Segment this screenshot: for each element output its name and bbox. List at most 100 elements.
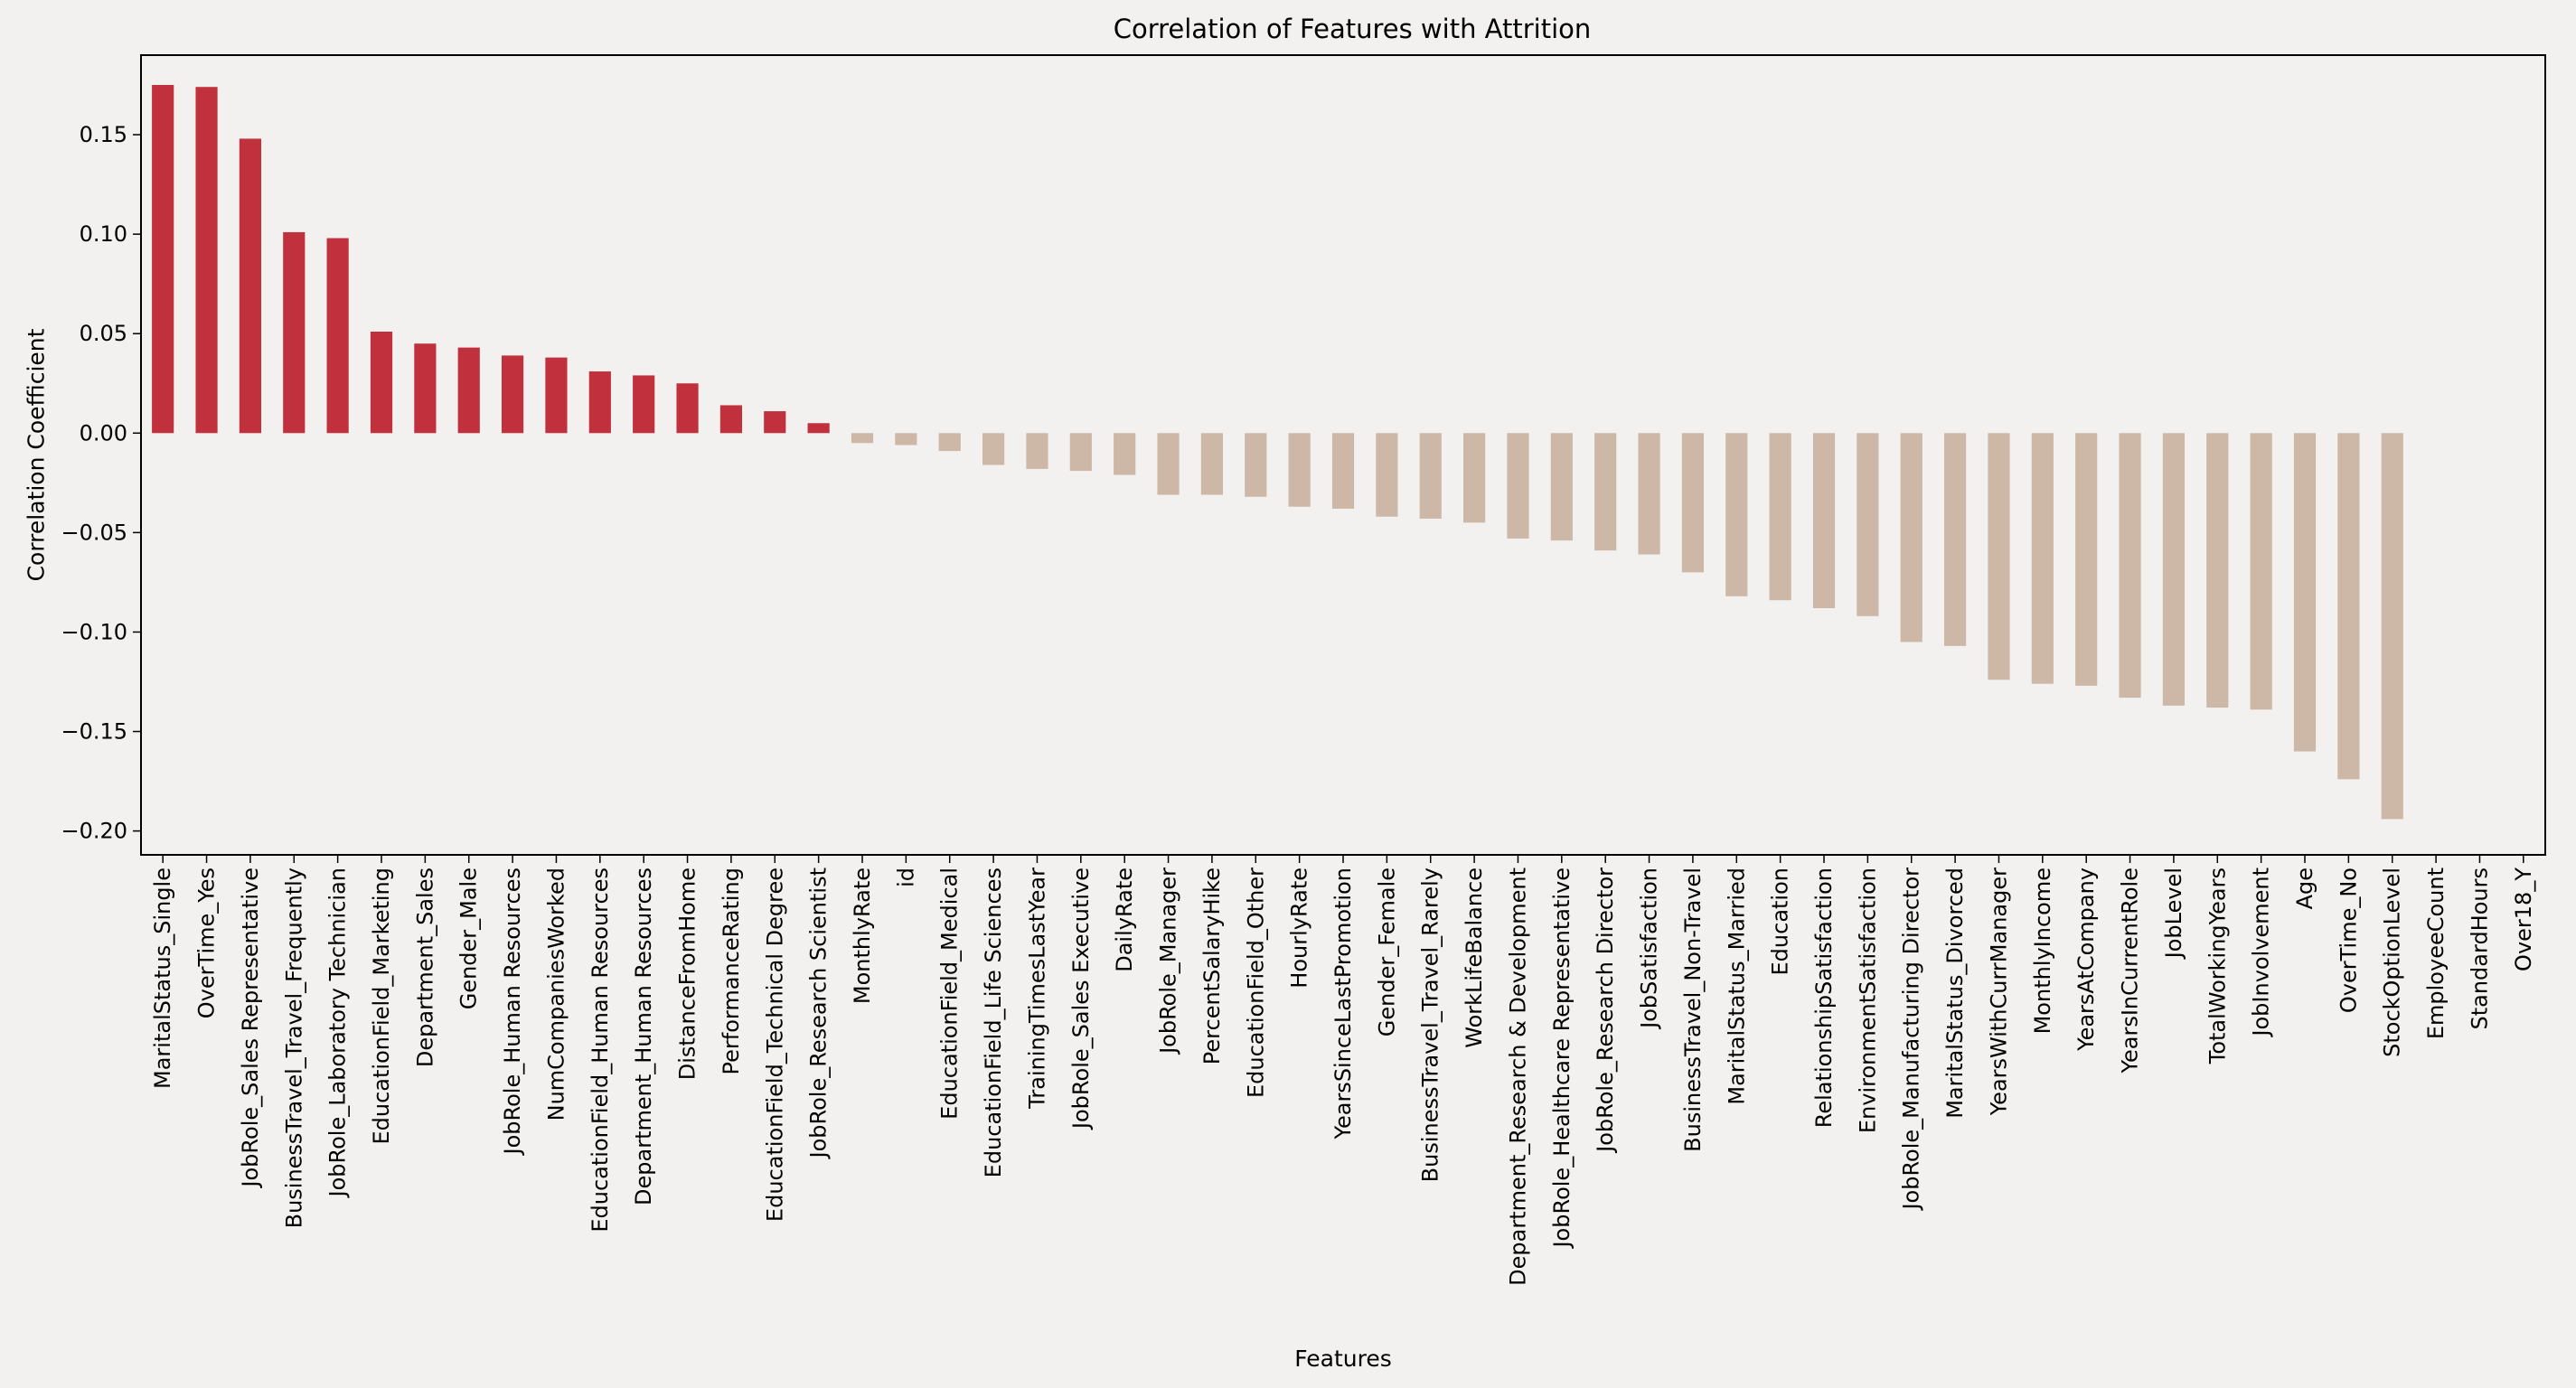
bar-education (1769, 433, 1791, 601)
y-axis-label: Correlation Coefficient (24, 328, 50, 581)
bar-age (2293, 433, 2317, 752)
x-tick-label: YearsAtCompany (2073, 868, 2099, 1052)
bar-yearsincurrentrole (2119, 433, 2141, 699)
y-tick-label: −0.20 (61, 819, 127, 844)
x-tick-label: Over18_Y (2511, 868, 2536, 971)
x-tick-label: EducationField_Other (1243, 868, 1268, 1098)
bar-numcompaniesworked (545, 357, 568, 434)
x-tick-label: TotalWorkingYears (2205, 868, 2230, 1064)
x-tick-label: EmployeeCount (2423, 868, 2449, 1039)
bar-overtime-no (2337, 433, 2360, 780)
x-tick-label: JobLevel (2161, 868, 2186, 960)
x-tick-label: Gender_Female (1374, 868, 1399, 1036)
x-tick-label: EducationField_Human Resources (588, 868, 613, 1233)
bar-department-sales (414, 343, 437, 434)
x-tick-label: YearsWithCurrManager (1986, 868, 2011, 1116)
x-tick-label: JobSatisfaction (1637, 868, 1662, 1030)
x-tick-label: MonthlyIncome (2030, 868, 2055, 1034)
x-tick-label: RelationshipSatisfaction (1811, 868, 1837, 1128)
bar-monthlyrate (851, 433, 874, 444)
x-tick-label: YearsInCurrentRole (2118, 868, 2143, 1074)
bar-businesstravel-travel-rarely (1419, 433, 1442, 519)
x-tick-label: PerformanceRating (719, 868, 744, 1074)
bar-jobrole-manager (1157, 433, 1180, 495)
x-tick-label: DistanceFromHome (675, 868, 700, 1080)
chart-title: Correlation of Features with Attrition (1114, 14, 1592, 44)
bar-joblevel (2162, 433, 2185, 706)
x-axis-ticks: MaritalStatus_Single OverTime_Yes JobRole_… (150, 855, 2536, 1286)
x-axis-label: Features (1294, 1346, 1392, 1372)
bar-educationfield-medical (938, 433, 961, 452)
x-tick-label: YearsSinceLastPromotion (1330, 868, 1356, 1140)
bar-gender-male (457, 347, 480, 434)
x-tick-label: Age (2292, 868, 2317, 909)
bar-yearsatcompany (2075, 433, 2098, 686)
bar-maritalstatus-divorced (1944, 433, 1967, 646)
y-tick-label: −0.10 (61, 619, 127, 644)
y-tick-label: −0.15 (61, 719, 127, 745)
x-tick-label: JobRole_Sales Executive (1068, 868, 1094, 1130)
bar-totalworkingyears (2206, 433, 2229, 708)
x-tick-label: JobInvolvement (2249, 868, 2274, 1038)
x-tick-label: Education (1768, 868, 1793, 975)
bar-stockoptionlevel (2381, 433, 2403, 820)
bar-monthlyincome (2031, 433, 2054, 684)
x-tick-label: EnvironmentSatisfaction (1855, 868, 1880, 1133)
plot-area-frame (140, 54, 2546, 856)
bar-jobrole-research-director (1594, 433, 1617, 551)
bar-hourlyrate (1288, 433, 1311, 507)
x-tick-label: EducationField_Marketing (369, 868, 394, 1145)
x-tick-label: OverTime_Yes (194, 868, 220, 1018)
bar-performancerating (719, 405, 742, 434)
bar-jobrole-research-scientist (807, 423, 830, 434)
x-tick-label: JobRole_Healthcare Representative (1549, 868, 1575, 1250)
bar-maritalstatus-single (152, 85, 174, 434)
y-axis-ticks: 0.15 0.10 0.05 0.00 −0.05 −0.10 −0.15 −0.20 (61, 122, 141, 844)
x-tick-label: Department_Research & Development (1505, 868, 1530, 1286)
bar-overtime-yes (195, 87, 218, 434)
bars-group (152, 85, 2403, 820)
x-tick-label: WorkLifeBalance (1462, 868, 1487, 1048)
y-tick-label: 0.10 (80, 221, 127, 247)
bar-department-human-resources (633, 375, 655, 434)
bar-jobrole-healthcare-representative (1550, 433, 1573, 541)
bar-jobrole-manufacturing-director (1900, 433, 1923, 642)
x-tick-label: NumCompaniesWorked (543, 868, 569, 1121)
bar-educationfield-human-resources (588, 371, 611, 434)
bar-yearssincelastpromotion (1331, 433, 1355, 509)
x-tick-label: HourlyRate (1287, 868, 1312, 989)
x-tick-label: EducationField_Medical (937, 868, 963, 1120)
bar-department-research-development (1507, 433, 1529, 539)
x-tick-label: JobRole_Research Scientist (806, 868, 832, 1160)
bar-maritalstatus-married (1725, 433, 1748, 596)
bar-jobrole-human-resources (502, 355, 524, 434)
x-tick-label: MaritalStatus_Single (150, 868, 175, 1089)
x-tick-label: EducationField_Life Sciences (981, 868, 1006, 1177)
y-tick-label: −0.05 (61, 520, 127, 545)
x-tick-label: MaritalStatus_Divorced (1942, 868, 1968, 1119)
bar-jobsatisfaction (1638, 433, 1660, 555)
x-tick-label: BusinessTravel_Non-Travel (1680, 868, 1706, 1152)
bar-environmentsatisfaction (1857, 433, 1879, 616)
bar-gender-female (1376, 433, 1398, 517)
x-tick-label: id (893, 868, 918, 887)
bar-worklifebalance (1463, 433, 1486, 523)
x-tick-label: TrainingTimesLastYear (1024, 868, 1049, 1110)
x-tick-label: PercentSalaryHike (1199, 868, 1225, 1064)
x-tick-label: Department_Human Resources (631, 868, 656, 1205)
x-tick-label: JobRole_Manufacturing Director (1899, 868, 1924, 1212)
x-tick-label: StandardHours (2467, 868, 2492, 1030)
bar-distancefromhome (676, 383, 699, 434)
x-tick-label: MaritalStatus_Married (1724, 868, 1749, 1105)
bar-percentsalaryhike (1200, 433, 1223, 495)
x-tick-label: JobRole_Sales Representative (238, 868, 263, 1189)
bar-jobrole-sales-executive (1069, 433, 1092, 472)
bar-id (895, 433, 917, 445)
x-tick-label: EducationField_Technical Degree (762, 868, 787, 1222)
bar-trainingtimeslastyear (1026, 433, 1048, 469)
bar-relationshipsatisfaction (1812, 433, 1836, 609)
x-tick-label: BusinessTravel_Travel_Rarely (1418, 868, 1443, 1182)
y-tick-label: 0.15 (80, 122, 127, 147)
y-tick-label: 0.05 (80, 321, 127, 346)
bar-businesstravel-travel-frequently (283, 231, 306, 434)
